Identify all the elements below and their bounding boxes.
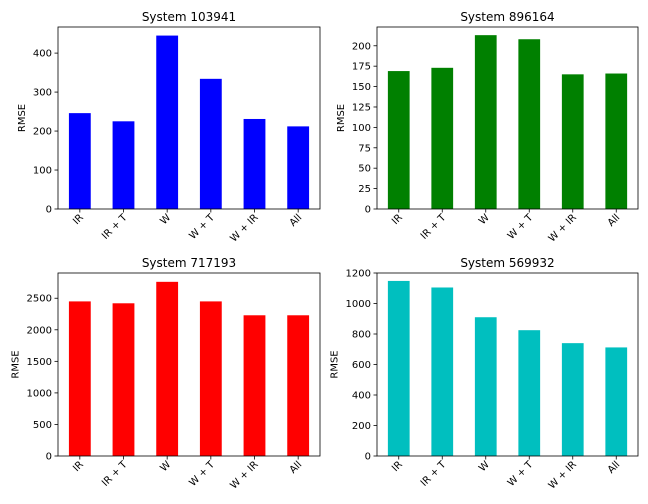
x-tick-label: W bbox=[159, 212, 174, 227]
y-tick-label: 75 bbox=[358, 143, 371, 154]
x-tick-label: W + IR bbox=[547, 212, 579, 244]
bar-w-t bbox=[199, 301, 222, 456]
y-tick-label: 200 bbox=[33, 127, 52, 138]
bar-ir-t bbox=[112, 303, 135, 456]
x-tick-label: IR + T bbox=[100, 212, 130, 242]
y-tick-label: 2500 bbox=[27, 294, 52, 305]
y-tick-label: 400 bbox=[352, 391, 371, 402]
bar-w bbox=[156, 35, 179, 209]
bar-ir bbox=[68, 301, 91, 456]
y-axis-label: RMSE bbox=[10, 350, 21, 378]
y-tick-label: 600 bbox=[352, 360, 371, 371]
x-tick-label: W bbox=[477, 212, 492, 227]
y-tick-label: 200 bbox=[352, 41, 371, 52]
x-tick-label: W + IR bbox=[228, 459, 260, 491]
chart-title: System 103941 bbox=[142, 10, 236, 24]
bar-w-ir bbox=[243, 315, 266, 456]
y-tick-label: 500 bbox=[33, 420, 52, 431]
x-tick-label: W + T bbox=[187, 459, 217, 489]
y-tick-label: 150 bbox=[352, 82, 371, 93]
y-axis-label: RMSE bbox=[336, 104, 347, 132]
y-tick-label: 0 bbox=[365, 205, 371, 216]
plot-frame bbox=[57, 272, 321, 457]
y-tick-label: 1000 bbox=[346, 299, 371, 310]
chart-panel-3: 0 500 1000 1500 2000 2500 IR IR + T W W + T W + IR… bbox=[10, 256, 321, 492]
bar-ir-t bbox=[431, 287, 454, 456]
bar-w bbox=[156, 281, 179, 456]
x-tick-label: W + T bbox=[187, 212, 217, 242]
chart-title: System 896164 bbox=[460, 10, 554, 24]
chart-title: System 717193 bbox=[142, 256, 236, 270]
x-tick-label: All bbox=[288, 212, 305, 229]
y-tick-label: 100 bbox=[33, 166, 52, 177]
x-tick-label: W + IR bbox=[547, 459, 579, 491]
plot-frame bbox=[57, 26, 321, 210]
x-tick-label: IR + T bbox=[100, 459, 130, 489]
y-tick-label: 800 bbox=[352, 330, 371, 341]
y-tick-label: 300 bbox=[33, 88, 52, 99]
bar-w bbox=[474, 317, 497, 456]
bar-ir bbox=[387, 71, 410, 209]
x-tick-label: All bbox=[606, 459, 623, 476]
y-tick-label: 0 bbox=[46, 205, 52, 216]
bar-w bbox=[474, 35, 497, 209]
y-tick-label: 1200 bbox=[346, 269, 371, 280]
bar-all bbox=[605, 347, 628, 456]
y-tick-label: 125 bbox=[352, 102, 371, 113]
plot-frame bbox=[376, 26, 639, 210]
x-tick-label: IR bbox=[390, 459, 405, 474]
x-tick-label: IR bbox=[71, 212, 86, 227]
y-tick-label: 200 bbox=[352, 421, 371, 432]
x-tick-label: IR bbox=[390, 212, 405, 227]
y-tick-label: 400 bbox=[33, 49, 52, 60]
plot-frame bbox=[376, 272, 639, 457]
chart-title: System 569932 bbox=[460, 256, 554, 270]
y-axis-label: RMSE bbox=[329, 350, 340, 378]
bar-all bbox=[605, 73, 628, 210]
bar-ir bbox=[387, 280, 410, 456]
x-tick-label: IR + T bbox=[419, 459, 449, 489]
x-tick-label: W + T bbox=[506, 212, 536, 242]
x-tick-label: All bbox=[288, 459, 305, 476]
y-tick-label: 25 bbox=[358, 184, 371, 195]
x-tick-label: IR + T bbox=[419, 212, 449, 242]
y-tick-label: 1500 bbox=[27, 357, 52, 368]
y-tick-label: 50 bbox=[358, 164, 371, 175]
bar-w-ir bbox=[561, 343, 584, 456]
y-axis-label: RMSE bbox=[17, 104, 28, 132]
x-tick-label: W + T bbox=[506, 459, 536, 489]
bar-w-t bbox=[199, 78, 222, 209]
x-tick-label: IR bbox=[71, 459, 86, 474]
y-tick-label: 0 bbox=[46, 452, 52, 463]
y-tick-label: 0 bbox=[365, 452, 371, 463]
bar-w-t bbox=[518, 39, 541, 209]
y-tick-label: 175 bbox=[352, 62, 371, 73]
bar-all bbox=[287, 126, 310, 209]
bar-w-ir bbox=[243, 118, 266, 209]
chart-panel-2: 0 25 50 75 100 125 150 175 200 IR IR + T W W + T W + … bbox=[336, 10, 639, 245]
chart-panel-4: 0 200 400 600 800 1000 1200 IR IR + T W W + T W + I… bbox=[329, 256, 639, 492]
chart-panel-1: 0 100 200 300 400 IR IR + T W W + T W + IR All Syst… bbox=[17, 10, 321, 245]
x-tick-label: All bbox=[606, 212, 623, 229]
y-tick-label: 100 bbox=[352, 123, 371, 134]
x-tick-label: W bbox=[477, 459, 492, 474]
bar-ir-t bbox=[431, 67, 454, 209]
bar-ir bbox=[68, 113, 91, 209]
x-tick-label: W bbox=[159, 459, 174, 474]
y-tick-label: 1000 bbox=[27, 388, 52, 399]
y-tick-label: 2000 bbox=[27, 325, 52, 336]
bar-all bbox=[287, 315, 310, 456]
bar-w-t bbox=[518, 330, 541, 456]
bar-w-ir bbox=[561, 74, 584, 209]
bar-ir-t bbox=[112, 121, 135, 209]
x-tick-label: W + IR bbox=[228, 212, 260, 244]
